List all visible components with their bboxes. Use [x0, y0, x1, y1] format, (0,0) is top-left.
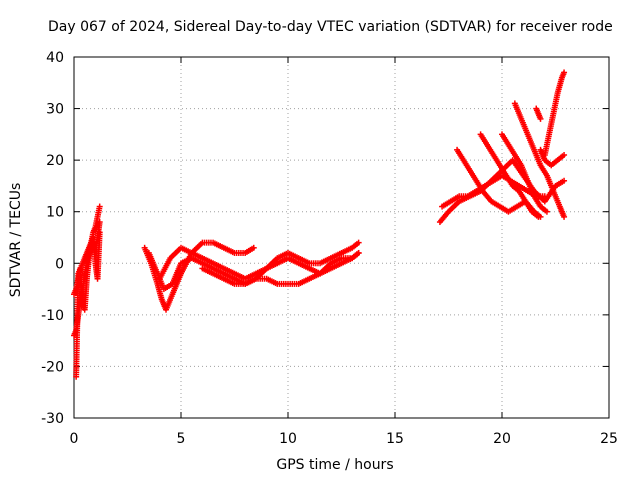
plot-frame: [73, 56, 610, 419]
data-point: [543, 208, 550, 215]
x-axis: 0 5 10 15 20 25: [70, 57, 618, 447]
x-tick-label: 10: [279, 431, 297, 447]
x-tick-label: 0: [70, 431, 79, 447]
y-tick-label: 20: [46, 153, 64, 169]
y-tick-label: -30: [41, 411, 64, 427]
y-tick-label: 40: [46, 50, 64, 66]
data-point: [561, 177, 568, 184]
data-point: [96, 203, 103, 210]
y-axis: -30 -20 -10 0 10 20 30 40: [41, 50, 609, 427]
data-point: [541, 193, 548, 200]
grid-lines: [74, 57, 609, 418]
y-axis-label: SDTVAR / TECUs: [8, 182, 24, 298]
data-point: [537, 115, 544, 122]
y-tick-label: 10: [46, 205, 64, 221]
y-tick-label: -10: [41, 308, 64, 324]
data-point: [561, 69, 568, 76]
x-axis-label: GPS time / hours: [276, 457, 394, 473]
data-point: [96, 229, 103, 236]
data-point: [96, 219, 103, 226]
data-points: [71, 69, 568, 380]
x-tick-label: 20: [493, 431, 511, 447]
x-tick-label: 15: [386, 431, 404, 447]
chart-title: Day 067 of 2024, Sidereal Day-to-day VTE…: [48, 19, 613, 35]
data-point: [250, 244, 257, 251]
data-point: [355, 239, 362, 246]
y-tick-label: 0: [55, 256, 64, 272]
data-point: [535, 213, 542, 220]
y-tick-label: -20: [41, 359, 64, 375]
x-tick-label: 25: [600, 431, 618, 447]
data-point: [355, 249, 362, 256]
x-tick-label: 5: [177, 431, 186, 447]
data-point: [561, 151, 568, 158]
data-point: [561, 213, 568, 220]
y-tick-label: 30: [46, 102, 64, 118]
